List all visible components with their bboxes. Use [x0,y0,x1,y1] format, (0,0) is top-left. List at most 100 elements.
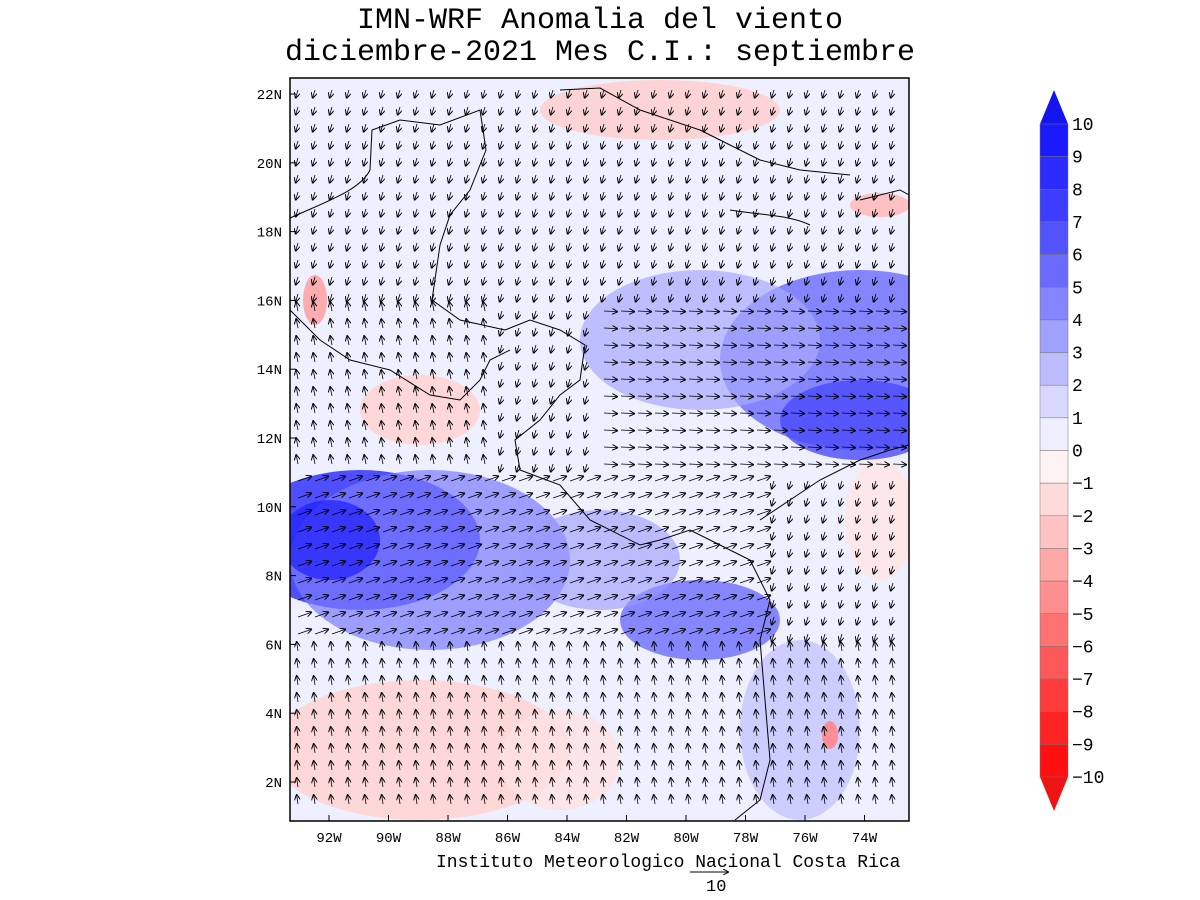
wind-vector [381,106,383,115]
wind-vector [483,302,485,312]
wind-vector [653,123,655,132]
wind-vector [772,293,774,302]
wind-vector [892,430,906,431]
wind-vector [483,208,485,217]
wind-vector [466,353,468,363]
wind-vector [790,362,804,363]
wind-vector [568,140,570,149]
wind-vector [398,336,400,346]
wind-vector [330,370,332,380]
wind-vector [671,430,685,431]
wind-vector [551,310,553,319]
wind-vector [347,89,349,98]
wind-vector [534,361,536,370]
wind-vector [891,225,893,234]
wind-vector [619,157,621,166]
wind-vector [466,106,468,115]
wind-vector [381,123,383,132]
colorbar-box [1039,580,1069,614]
wind-vector [415,140,417,149]
wind-vector [381,319,383,329]
wind-vector [721,174,723,183]
wind-vector [347,157,349,166]
wind-vector [534,412,536,421]
wind-vector [824,413,838,414]
wind-vector [551,191,553,200]
wind-vector [449,370,451,380]
lon-tick-label: 84W [554,831,580,847]
wind-vector [500,463,502,472]
wind-vector [670,89,672,98]
colorbar-box [1039,646,1069,680]
wind-vector [636,225,638,234]
wind-vector [313,319,315,329]
wind-vector [313,225,315,234]
wind-vector [364,370,366,380]
wind-vector [466,293,468,302]
wind-vector [314,476,328,482]
wind-vector [670,242,672,251]
wind-vector [347,353,349,363]
wind-vector [755,123,757,132]
wind-vector [891,140,893,149]
wind-vector [347,191,349,200]
wind-vector [364,259,366,268]
wind-vector [756,362,770,363]
wind-vector [823,140,825,149]
wind-vector [688,413,702,414]
wind-vector [449,225,451,234]
wind-vector [415,438,417,448]
wind-vector [823,242,825,251]
wind-vector [671,396,685,397]
wind-vector [671,311,685,312]
wind-vector [432,319,434,329]
wind-vector [449,140,451,149]
wind-vector [705,328,719,329]
wind-vector [603,464,617,465]
wind-vector [500,412,502,421]
wind-vector [704,106,706,115]
wind-vector [449,455,451,465]
colorbar-box [1039,711,1069,745]
wind-vector [637,396,651,397]
wind-vector [500,157,502,166]
wind-vector [739,447,753,448]
wind-vector [585,378,587,387]
wind-vector [517,446,519,455]
wind-vector [738,225,740,234]
wind-vector [705,430,719,431]
wind-vector [313,140,315,149]
wind-vector [381,259,383,268]
wind-vector [687,208,689,217]
wind-vector [483,455,485,465]
wind-vector [500,242,502,251]
wind-vector [687,191,689,200]
wind-vector [654,311,668,312]
wind-vector [738,242,740,251]
wind-vector [568,174,570,183]
wind-vector [551,242,553,251]
wind-vector [722,362,736,363]
wind-vector [398,438,400,448]
wind-vector [704,174,706,183]
colorbar-label: −7 [1072,671,1094,691]
wind-vector [705,413,719,414]
wind-vector [381,293,383,302]
wind-vector [892,379,906,380]
wind-vector [398,140,400,149]
wind-vector [790,464,804,465]
wind-vector [347,370,349,380]
wind-vector [823,208,825,217]
wind-vector [364,336,366,346]
wind-vector [551,395,553,404]
wind-vector [654,345,668,346]
wind-vector [807,362,821,363]
wind-vector [313,370,315,380]
wind-vector [619,208,621,217]
wind-vector [568,429,570,438]
wind-vector [313,387,315,397]
wind-vector [806,174,808,183]
wind-vector [688,379,702,380]
wind-vector [841,328,855,329]
wind-vector [790,345,804,346]
